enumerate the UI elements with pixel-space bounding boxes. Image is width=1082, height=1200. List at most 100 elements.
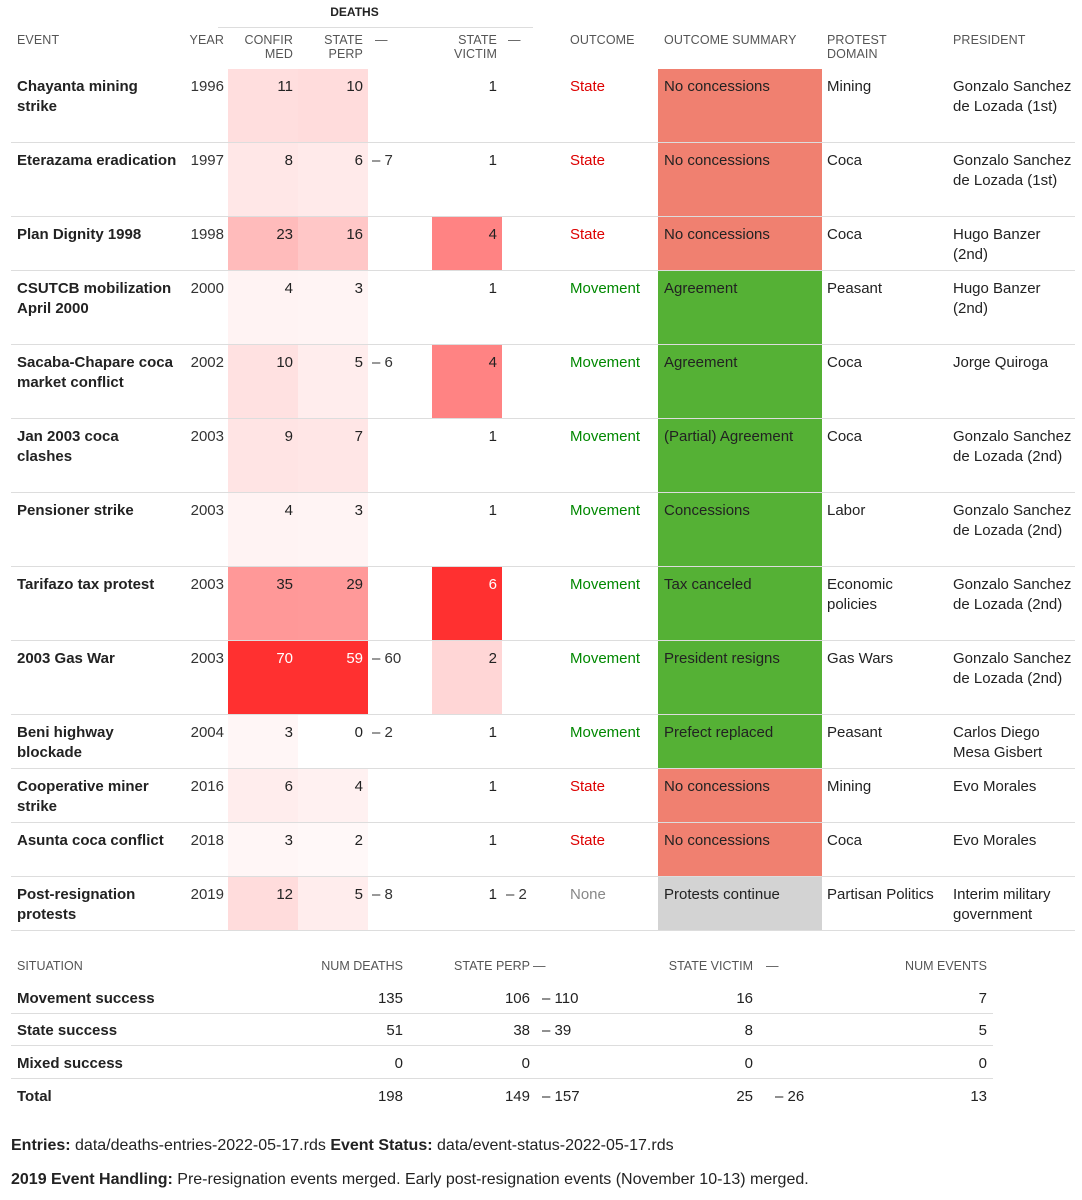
summary-situation: Mixed success: [17, 1055, 123, 1072]
table-row: Cooperative miner strike 2016 6 4 1 State No c…: [11, 769, 1075, 823]
summary-state-victim: 25: [736, 1088, 753, 1105]
state-victim-range: [506, 271, 546, 344]
president-name: Gonzalo Sanchez de Lozada (2nd): [953, 428, 1072, 465]
event-year: 2019: [190, 886, 224, 903]
event-name: Tarifazo tax protest: [17, 576, 155, 593]
state-perp-range: – 6: [372, 354, 393, 371]
summary-state-victim-range: – 26: [775, 1088, 805, 1105]
outcome-summary-cell: President resigns: [658, 641, 822, 714]
protest-domain: Coca: [827, 832, 863, 849]
col-header-state-perp-range: —: [375, 33, 388, 47]
state-perp-range: – 2: [372, 724, 393, 741]
summary-state-perp: 0: [521, 1055, 530, 1072]
state-victim-deaths: 1: [432, 877, 502, 930]
confirmed-deaths: 9: [228, 419, 298, 492]
state-perp-range: [372, 69, 412, 142]
outcome-summary-cell: Agreement: [658, 345, 822, 418]
outcome-value: Movement: [570, 576, 641, 593]
table-row: Plan Dignity 1998 1998 23 16 4 State No conces…: [11, 217, 1075, 271]
table-row: Beni highway blockade 2004 3 0– 2 1 Movement P…: [11, 715, 1075, 769]
summary-num-deaths: 135: [377, 990, 403, 1007]
outcome-value: Movement: [570, 724, 641, 741]
state-perp-range: [372, 217, 412, 270]
col-header-state-perp: STATE PERP: [324, 33, 363, 61]
confirmed-deaths: 3: [228, 715, 298, 768]
summary-col-num-events: NUM EVENTS: [905, 959, 987, 973]
summary-row: Mixed success 0 0 0 0: [11, 1046, 993, 1079]
event-name: Pensioner strike: [17, 502, 134, 519]
outcome-summary-cell: (Partial) Agreement: [658, 419, 822, 492]
state-perp-deaths: 29: [298, 567, 368, 640]
summary-state-perp-range: – 157: [542, 1088, 580, 1105]
outcome-summary-cell: No concessions: [658, 217, 822, 270]
summary-row: Movement success 135 106 – 110 16 7: [11, 981, 993, 1014]
summary-col-situation: SITUATION: [17, 959, 83, 973]
summary-situation: Movement success: [17, 990, 155, 1007]
table-row: Sacaba-Chapare coca market conflict 2002 1…: [11, 345, 1075, 419]
col-header-protest-domain: PROTEST DOMAIN: [827, 33, 887, 61]
outcome-summary-cell: No concessions: [658, 769, 822, 822]
event-name: Jan 2003 coca clashes: [17, 428, 119, 465]
state-perp-range: – 8: [372, 886, 393, 903]
state-victim-deaths: 1: [432, 69, 502, 142]
president-name: Carlos Diego Mesa Gisbert: [953, 724, 1043, 761]
confirmed-deaths: 8: [228, 143, 298, 216]
state-perp-range: – 7: [372, 152, 393, 169]
state-victim-range: [506, 493, 546, 566]
table-row: Chayanta mining strike 1996 11 10 1 State No c…: [11, 69, 1075, 143]
protest-domain: Economic policies: [827, 576, 893, 613]
protest-domain: Gas Wars: [827, 650, 894, 667]
event-name: Post-resignation protests: [17, 886, 136, 923]
summary-num-deaths: 0: [394, 1055, 403, 1072]
state-victim-range: [506, 143, 546, 216]
event-name: Beni highway blockade: [17, 724, 114, 761]
event-year: 2004: [190, 724, 224, 741]
state-perp-range: [372, 823, 412, 876]
president-name: Gonzalo Sanchez de Lozada (2nd): [953, 650, 1072, 687]
president-name: Evo Morales: [953, 832, 1037, 849]
event-year: 1998: [190, 226, 224, 243]
summary-state-perp-range: [542, 1046, 592, 1054]
summary-state-perp: 38: [513, 1022, 530, 1039]
col-header-year: YEAR: [189, 33, 224, 47]
outcome-value: State: [570, 226, 606, 243]
state-perp-deaths: 7: [298, 419, 368, 492]
state-victim-deaths: 1: [432, 271, 502, 344]
deaths-group-header: DEATHS: [218, 0, 533, 28]
event-name: Plan Dignity 1998: [17, 226, 142, 243]
state-victim-range: [506, 823, 546, 876]
protest-domain: Peasant: [827, 280, 883, 297]
summary-num-deaths: 198: [377, 1088, 403, 1105]
state-perp-range: [372, 419, 412, 492]
summary-situation: Total: [17, 1088, 52, 1105]
president-name: Hugo Banzer (2nd): [953, 280, 1041, 317]
col-header-outcome: OUTCOME: [570, 33, 635, 47]
protest-domain: Labor: [827, 502, 866, 519]
summary-row: State success 51 38 – 39 8 5: [11, 1013, 993, 1046]
outcome-value: State: [570, 78, 606, 95]
event-year: 2003: [190, 576, 224, 593]
outcome-value: Movement: [570, 428, 641, 445]
summary-header-row: SITUATION NUM DEATHS STATE PERP — STATE …: [11, 959, 993, 979]
table-row: 2003 Gas War 2003 70 59– 60 2 Movement Preside…: [11, 641, 1075, 715]
event-year: 2003: [190, 502, 224, 519]
protest-domain: Coca: [827, 226, 863, 243]
col-header-state-victim: STATE VICTIM: [454, 33, 497, 61]
col-header-confirmed: CONFIR MED: [244, 33, 293, 61]
event-year: 1997: [190, 152, 224, 169]
protest-domain: Coca: [827, 152, 863, 169]
confirmed-deaths: 10: [228, 345, 298, 418]
state-victim-range: [506, 217, 546, 270]
state-victim-range: – 2: [506, 886, 527, 903]
state-victim-range: [506, 769, 546, 822]
event-year: 2016: [190, 778, 224, 795]
president-name: Evo Morales: [953, 778, 1037, 795]
state-victim-deaths: 1: [432, 715, 502, 768]
state-victim-deaths: 4: [432, 217, 502, 270]
outcome-value: Movement: [570, 650, 641, 667]
col-header-president: PRESIDENT: [953, 33, 1026, 47]
state-victim-deaths: 1: [432, 823, 502, 876]
state-victim-deaths: 1: [432, 143, 502, 216]
footnote-files: Entries: data/deaths-entries-2022-05-17.…: [11, 1137, 674, 1154]
footnote-handling: 2019 Event Handling: Pre-resignation eve…: [11, 1171, 809, 1188]
